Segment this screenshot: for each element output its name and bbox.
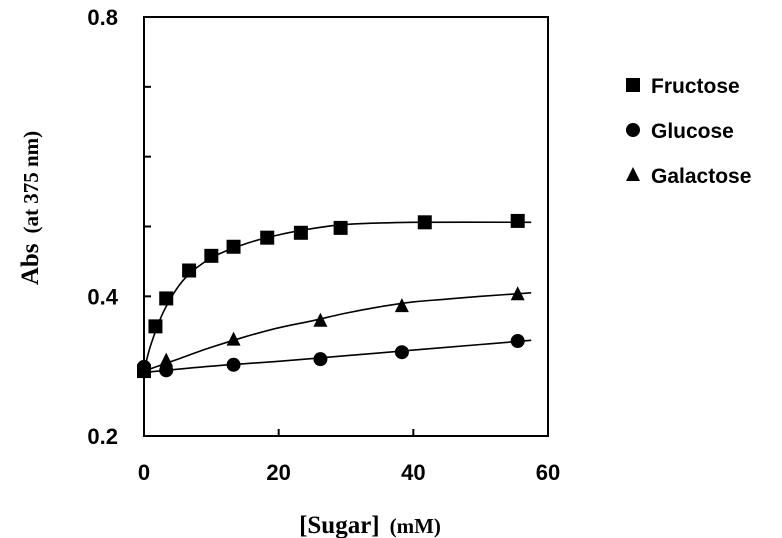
fructose-point	[182, 263, 197, 278]
glucose-point	[159, 363, 174, 378]
legend-marker-fructose	[626, 78, 640, 92]
legend-marker-glucose	[626, 123, 640, 137]
x-axis-label: [Sugar]	[299, 512, 380, 538]
y-axis-label: Abs	[17, 243, 44, 285]
fructose-point	[417, 215, 432, 230]
x-tick-label: 60	[536, 460, 560, 485]
fructose-point	[204, 248, 219, 263]
fit-line-glucose	[143, 339, 532, 374]
fructose-point	[293, 225, 308, 240]
data-points	[137, 213, 525, 379]
x-axis-title: [Sugar] (mM)	[299, 512, 441, 538]
fit-line-fructose	[143, 221, 532, 372]
glucose-point	[226, 357, 241, 372]
fructose-point	[159, 291, 174, 306]
y-axis-title: Abs (at 375 nm)	[17, 131, 44, 285]
y-tick-label: 0.2	[87, 424, 118, 449]
fit-lines	[143, 221, 532, 374]
y-tick-label: 0.4	[87, 284, 118, 309]
glucose-point	[313, 352, 328, 367]
galactose-point	[226, 331, 241, 346]
legend-label-glucose: Glucose	[651, 120, 734, 143]
galactose-point	[137, 360, 151, 375]
fit-line-galactose	[143, 292, 532, 372]
galactose-point	[394, 298, 409, 313]
legend-marker-galactose	[626, 167, 640, 181]
x-tick-label: 20	[266, 460, 290, 485]
x-tick-label: 0	[138, 460, 150, 485]
y-axis-unit: (at 375 nm)	[19, 131, 43, 234]
galactose-point	[159, 352, 174, 367]
fructose-point	[148, 319, 163, 334]
tick-labels: 0 20 40 60 0.2 0.4 0.8	[87, 5, 560, 485]
fructose-point	[333, 220, 348, 235]
x-axis-unit: (mM)	[390, 514, 441, 538]
y-tick-label: 0.8	[87, 5, 118, 30]
legend-label-galactose: Galactose	[651, 165, 751, 188]
x-tick-label: 40	[401, 460, 425, 485]
glucose-point	[510, 334, 525, 349]
legend-label-fructose: Fructose	[651, 75, 740, 98]
fructose-point	[260, 230, 275, 245]
fructose-point	[510, 213, 525, 228]
fructose-point	[226, 239, 241, 254]
legend: Fructose Glucose Galactose	[626, 75, 751, 188]
galactose-point	[313, 312, 328, 327]
galactose-point	[510, 286, 525, 301]
glucose-point	[394, 345, 409, 360]
